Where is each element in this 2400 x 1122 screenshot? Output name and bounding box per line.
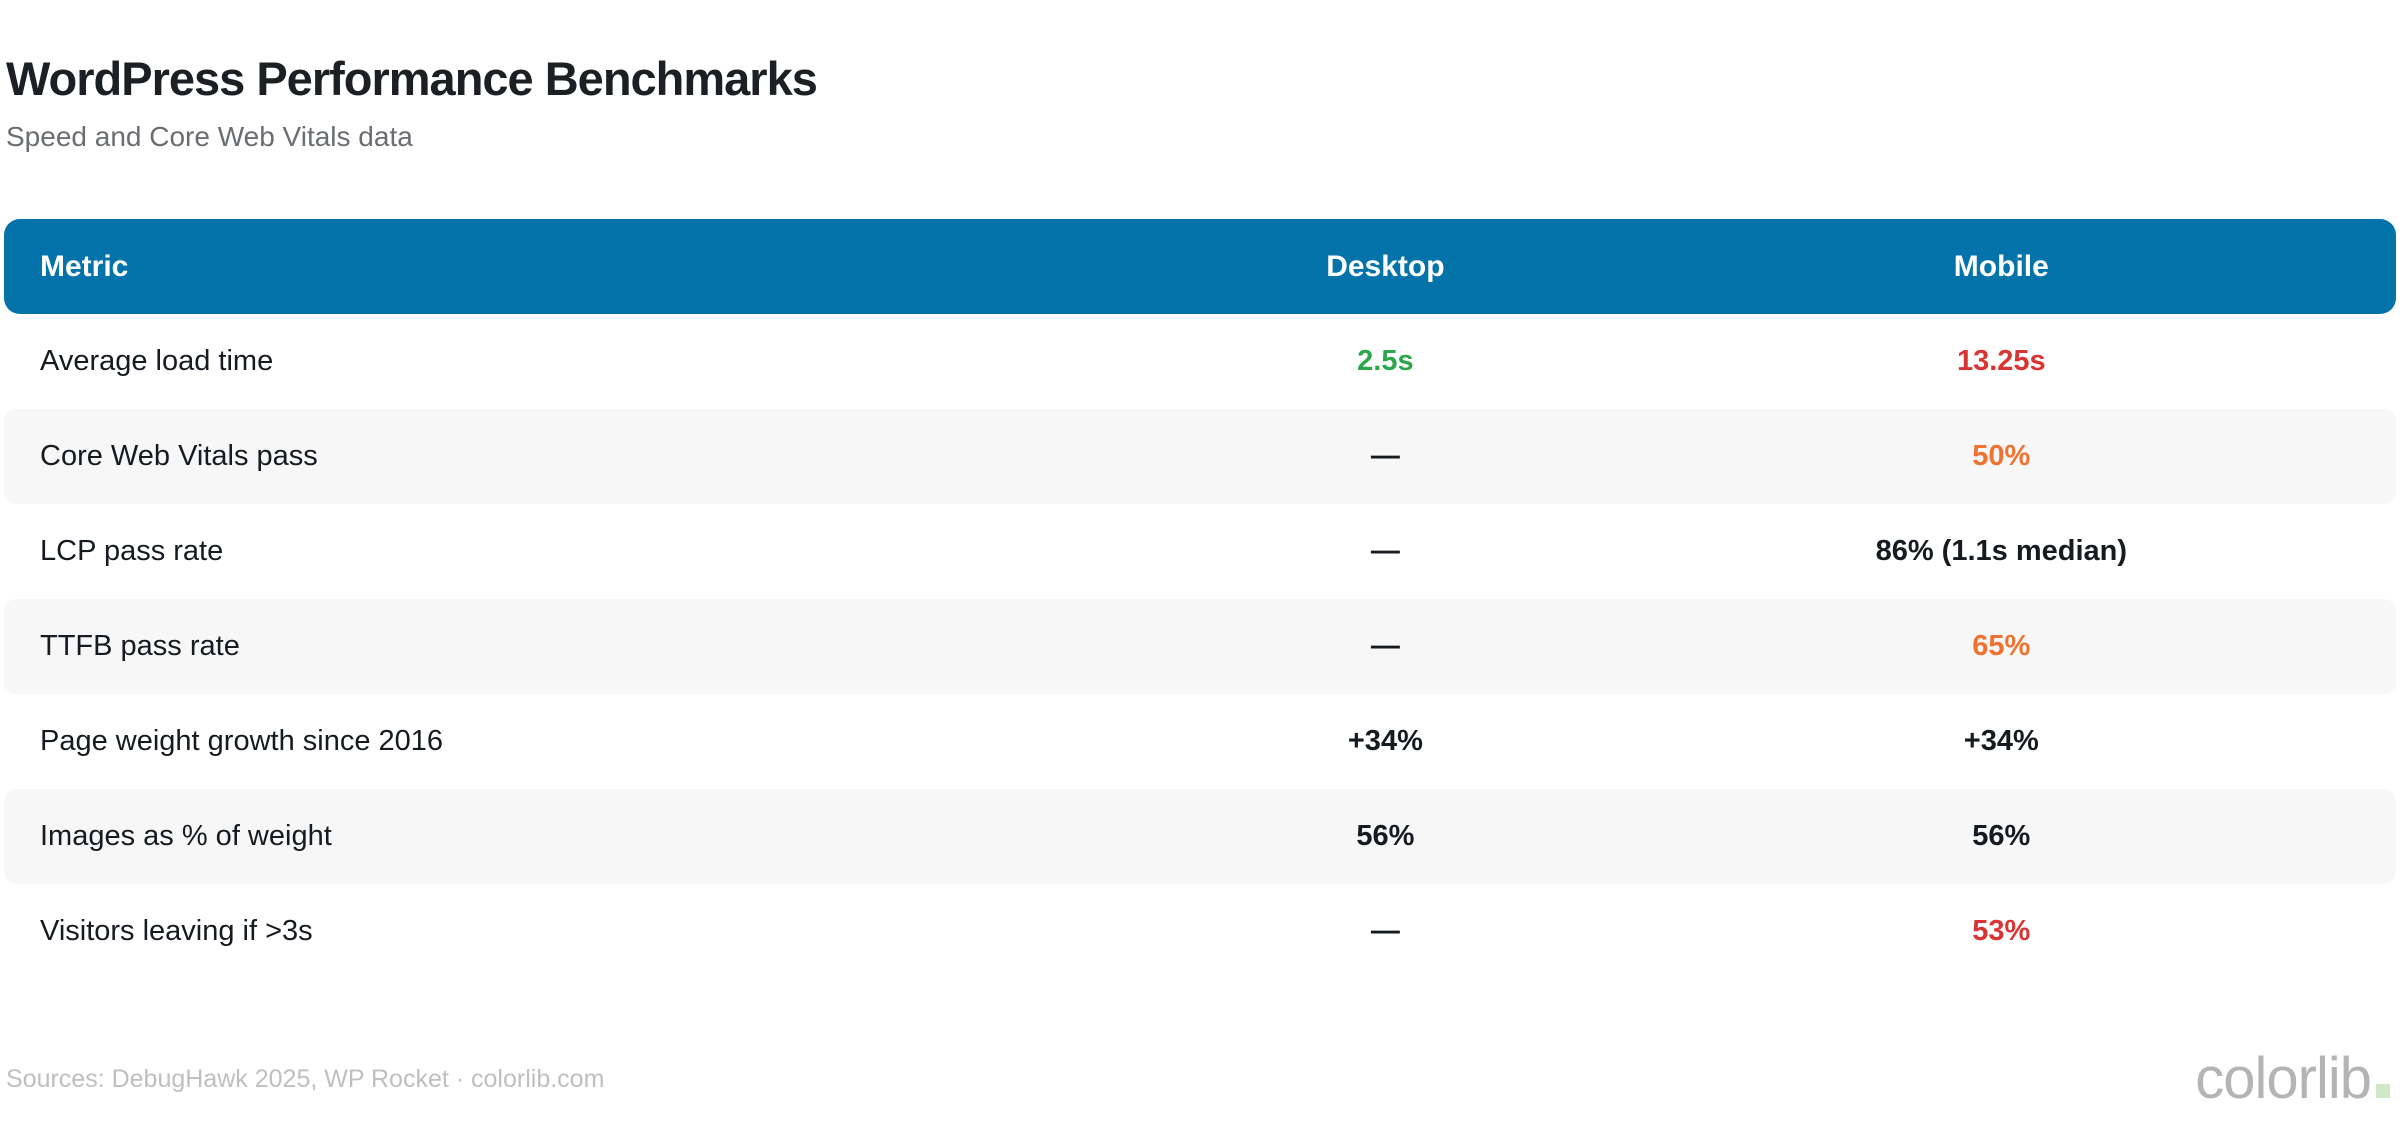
mobile-value: 50% (1972, 440, 2031, 473)
benchmark-table: Metric Desktop Mobile Average load time … (4, 219, 2396, 979)
desktop-value: — (1370, 915, 1400, 948)
page-title: WordPress Performance Benchmarks (6, 52, 818, 105)
mobile-value: 13.25s (1956, 345, 2046, 378)
metric-label: TTFB pass rate (40, 630, 240, 663)
metric-label: Average load time (40, 345, 274, 378)
column-header-desktop: Desktop (1326, 249, 1445, 283)
table-row: TTFB pass rate — 65% (4, 599, 2396, 695)
desktop-value: 2.5s (1357, 345, 1414, 378)
mobile-value: 65% (1972, 630, 2031, 663)
table-row: LCP pass rate — 86% (1.1s median) (4, 504, 2396, 599)
metric-label: Core Web Vitals pass (40, 440, 318, 473)
table-header-row: Metric Desktop Mobile (4, 219, 2396, 315)
table-row: Core Web Vitals pass — 50% (4, 409, 2396, 505)
page-subtitle: Speed and Core Web Vitals data (6, 121, 413, 153)
table-body: Average load time 2.5s 13.25s Core Web V… (4, 314, 2396, 979)
logo-dot-icon (2376, 1084, 2390, 1098)
column-header-metric: Metric (40, 249, 129, 283)
colorlib-logo: colorlib (2195, 1050, 2390, 1108)
table-row: Visitors leaving if >3s — 53% (4, 884, 2396, 979)
mobile-value: 86% (1.1s median) (1875, 535, 2128, 568)
metric-label: LCP pass rate (40, 535, 224, 568)
column-header-mobile: Mobile (1953, 249, 2049, 283)
logo-text: colorlib (2195, 1046, 2372, 1111)
metric-label: Visitors leaving if >3s (40, 915, 313, 948)
mobile-value: 53% (1972, 915, 2031, 948)
desktop-value: 56% (1356, 820, 1415, 853)
sources-note: Sources: DebugHawk 2025, WP Rocket · col… (6, 1064, 605, 1093)
desktop-value: — (1370, 535, 1400, 568)
metric-label: Page weight growth since 2016 (40, 725, 444, 758)
desktop-value: — (1370, 440, 1400, 473)
footer: Sources: DebugHawk 2025, WP Rocket · col… (6, 1050, 2390, 1108)
mobile-value: 56% (1972, 820, 2031, 853)
mobile-value: +34% (1963, 725, 2039, 758)
table-row: Average load time 2.5s 13.25s (4, 314, 2396, 409)
desktop-value: — (1370, 630, 1400, 663)
table-row: Page weight growth since 2016 +34% +34% (4, 694, 2396, 789)
metric-label: Images as % of weight (40, 820, 332, 853)
desktop-value: +34% (1347, 725, 1423, 758)
table-row: Images as % of weight 56% 56% (4, 789, 2396, 885)
